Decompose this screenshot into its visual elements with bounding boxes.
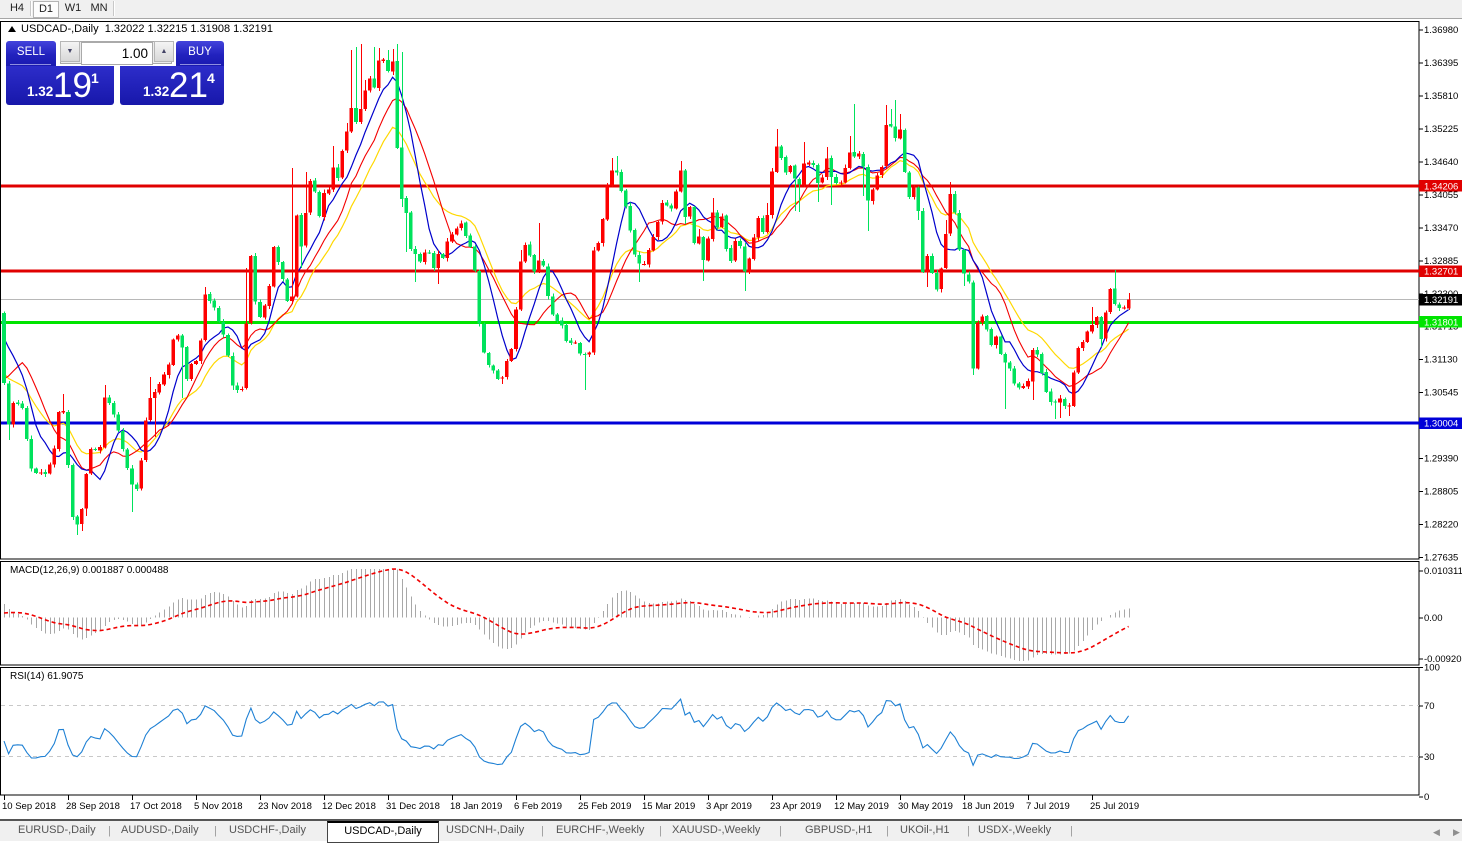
svg-text:6 Feb 2019: 6 Feb 2019 xyxy=(514,801,562,812)
svg-text:-0.009203: -0.009203 xyxy=(1424,654,1462,665)
svg-text:1.36395: 1.36395 xyxy=(1424,58,1458,69)
svg-text:1.34055: 1.34055 xyxy=(1424,190,1458,201)
svg-text:18 Jan 2019: 18 Jan 2019 xyxy=(450,801,502,812)
svg-text:1.28220: 1.28220 xyxy=(1424,519,1458,530)
svg-text:RSI(14) 61.9075: RSI(14) 61.9075 xyxy=(10,671,84,682)
svg-text:3 Apr 2019: 3 Apr 2019 xyxy=(706,801,752,812)
svg-text:1.34640: 1.34640 xyxy=(1424,157,1458,168)
svg-text:18 Jun 2019: 18 Jun 2019 xyxy=(962,801,1014,812)
svg-text:30: 30 xyxy=(1424,752,1435,763)
svg-text:1.30004: 1.30004 xyxy=(1424,419,1458,430)
svg-text:5 Nov 2018: 5 Nov 2018 xyxy=(194,801,243,812)
svg-text:1.31130: 1.31130 xyxy=(1424,355,1458,366)
svg-text:1.31801: 1.31801 xyxy=(1424,317,1458,328)
svg-text:25 Feb 2019: 25 Feb 2019 xyxy=(578,801,631,812)
svg-text:1.32701: 1.32701 xyxy=(1424,267,1458,278)
svg-text:1.28805: 1.28805 xyxy=(1424,487,1458,498)
svg-text:1.35225: 1.35225 xyxy=(1424,124,1458,135)
svg-text:1.34206: 1.34206 xyxy=(1424,181,1458,192)
svg-text:0: 0 xyxy=(1424,792,1429,803)
svg-text:1.32191: 1.32191 xyxy=(1424,295,1458,306)
svg-text:1.32885: 1.32885 xyxy=(1424,256,1458,267)
svg-text:70: 70 xyxy=(1424,701,1435,712)
svg-text:MACD(12,26,9) 0.001887 0.00048: MACD(12,26,9) 0.001887 0.000488 xyxy=(10,565,169,576)
svg-text:100: 100 xyxy=(1424,663,1440,674)
svg-text:1.35810: 1.35810 xyxy=(1424,91,1458,102)
svg-text:30 May 2019: 30 May 2019 xyxy=(898,801,953,812)
svg-text:15 Mar 2019: 15 Mar 2019 xyxy=(642,801,695,812)
svg-text:0.010311: 0.010311 xyxy=(1424,566,1462,577)
svg-text:25 Jul 2019: 25 Jul 2019 xyxy=(1090,801,1139,812)
svg-text:1.36980: 1.36980 xyxy=(1424,25,1458,36)
svg-text:0.00: 0.00 xyxy=(1424,613,1443,624)
svg-text:23 Apr 2019: 23 Apr 2019 xyxy=(770,801,821,812)
svg-text:1.29390: 1.29390 xyxy=(1424,454,1458,465)
svg-text:12 May 2019: 12 May 2019 xyxy=(834,801,889,812)
svg-text:31 Dec 2018: 31 Dec 2018 xyxy=(386,801,440,812)
svg-text:23 Nov 2018: 23 Nov 2018 xyxy=(258,801,312,812)
svg-text:12 Dec 2018: 12 Dec 2018 xyxy=(322,801,376,812)
svg-text:28 Sep 2018: 28 Sep 2018 xyxy=(66,801,120,812)
svg-text:1.30545: 1.30545 xyxy=(1424,388,1458,399)
svg-text:7 Jul 2019: 7 Jul 2019 xyxy=(1026,801,1070,812)
svg-text:1.27635: 1.27635 xyxy=(1424,552,1458,563)
svg-text:17 Oct 2018: 17 Oct 2018 xyxy=(130,801,182,812)
svg-text:10 Sep 2018: 10 Sep 2018 xyxy=(2,801,56,812)
svg-text:1.33470: 1.33470 xyxy=(1424,223,1458,234)
